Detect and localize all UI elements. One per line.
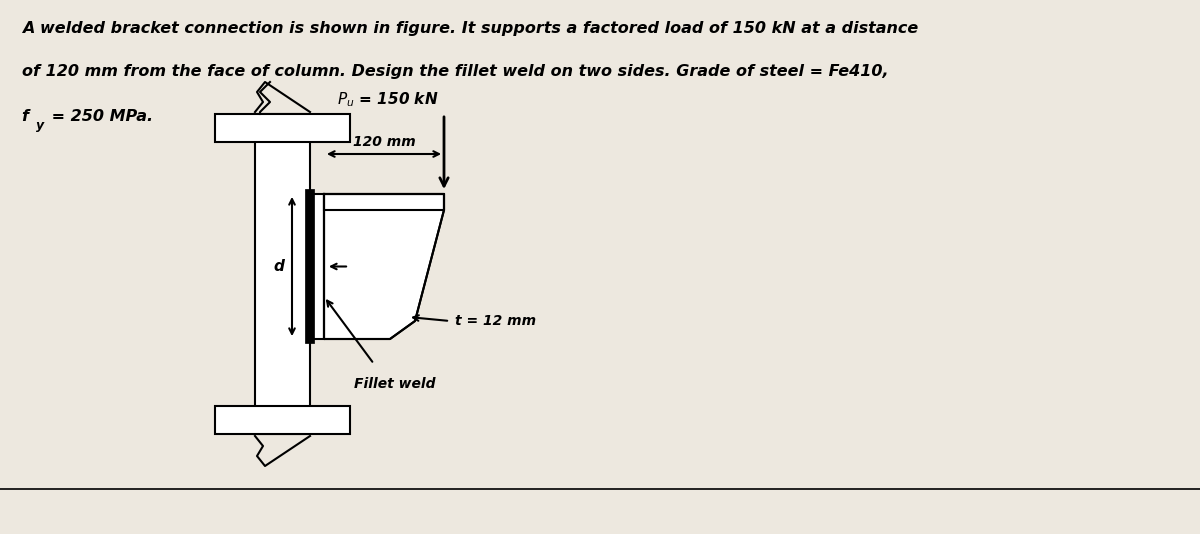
Text: d: d xyxy=(274,259,284,274)
Text: $P_u$ = 150 kN: $P_u$ = 150 kN xyxy=(337,90,439,109)
Bar xyxy=(324,194,444,210)
Text: A welded bracket connection is shown in figure. It supports a factored load of 1: A welded bracket connection is shown in … xyxy=(22,21,918,36)
Text: y: y xyxy=(36,119,44,131)
Bar xyxy=(256,114,310,434)
Text: = 250 MPa.: = 250 MPa. xyxy=(46,109,152,124)
Text: of 120 mm from the face of column. Design the fillet weld on two sides. Grade of: of 120 mm from the face of column. Desig… xyxy=(22,64,888,79)
Bar xyxy=(215,406,350,434)
Text: t = 12 mm: t = 12 mm xyxy=(455,314,536,328)
Text: Fillet weld: Fillet weld xyxy=(354,377,436,391)
Bar xyxy=(310,194,324,339)
Bar xyxy=(215,114,350,142)
Text: 120 mm: 120 mm xyxy=(353,135,415,149)
Polygon shape xyxy=(324,194,444,339)
Text: f: f xyxy=(22,109,29,124)
